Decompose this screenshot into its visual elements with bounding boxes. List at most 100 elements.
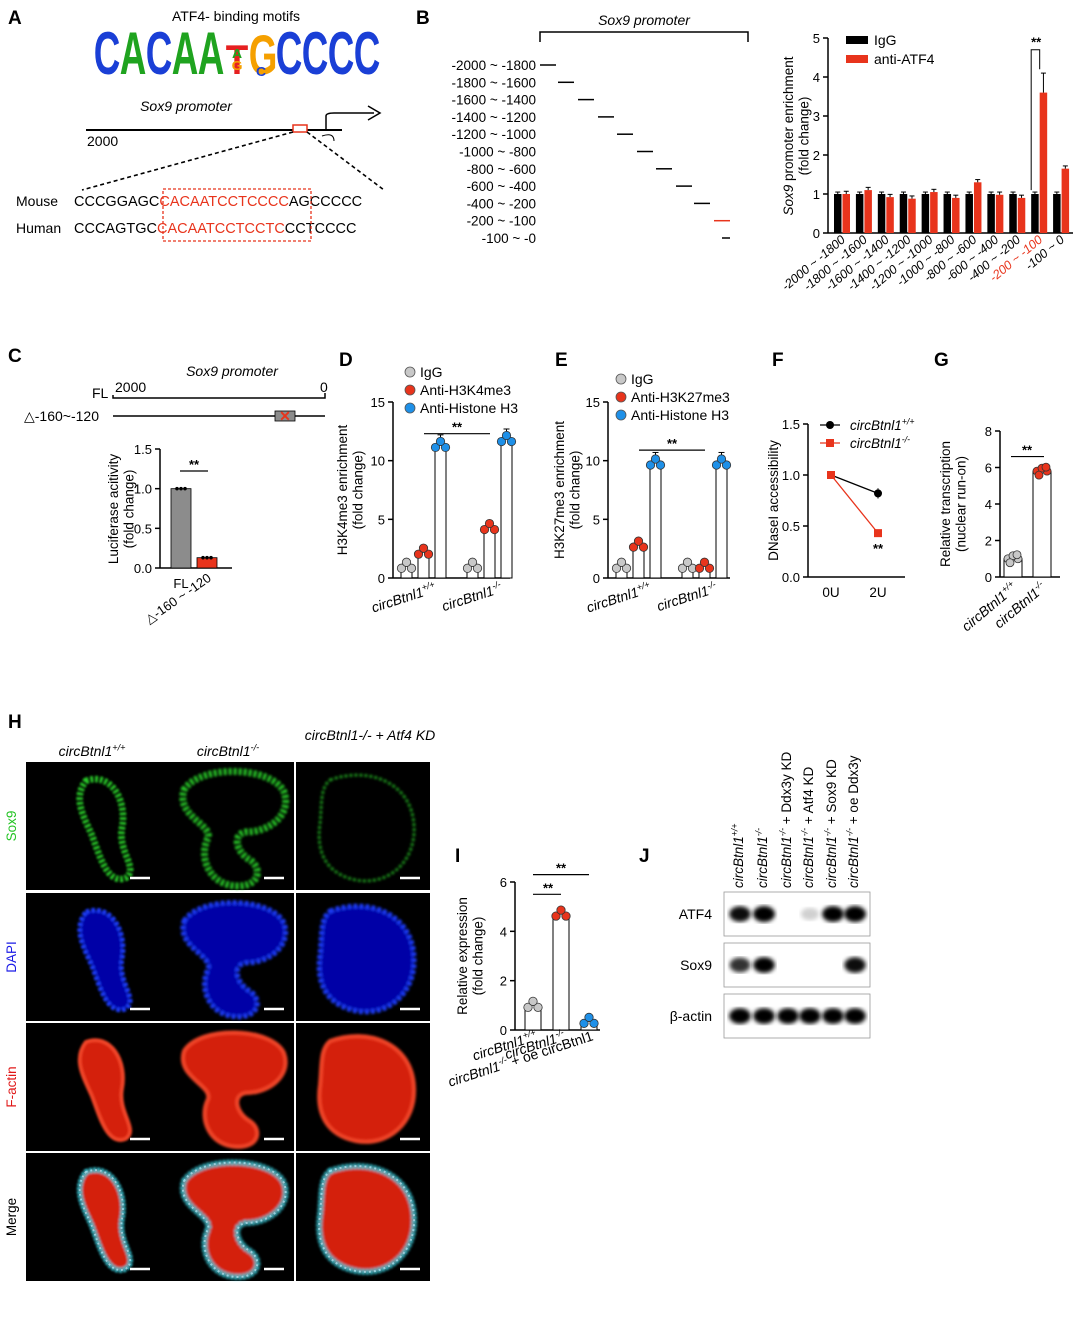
y-tick-label: 3 [813,109,820,124]
blot-label: Sox9 [680,957,712,973]
c-deletion-label: △-160~-120 [24,408,99,424]
significance-marker: ** [189,457,200,472]
genotype-superscript: -/- [902,435,910,445]
legend-label: Anti-H3K4me3 [420,382,511,398]
data-point [711,460,722,470]
data-point [472,563,483,573]
fragment-label: -200 ~ -100 [467,214,536,229]
mouse-seq-motif: CACAATCCTCCCC [159,194,288,210]
legend-marker [826,421,834,429]
genotype-superscript: -/- [778,828,788,836]
genotype-superscript: -/- [554,1027,565,1039]
motif-logo: C A C A A T GC C C CAG C [94,20,381,88]
motif-title: ATF4- binding motifs [172,8,300,24]
motif-letter: A [120,20,147,88]
y-axis-label-line: (fold change) [351,451,366,530]
y-tick-label: 1 [813,187,820,202]
panel-label-d: D [339,350,353,371]
motif-letter: G [249,25,278,86]
significance-marker: ** [543,880,554,895]
panel-a: ATF4- binding motifs C A C A A T GC C C CAG C Sox9… [16,8,385,242]
panel-label-f: F [772,350,784,371]
lane-label: circBtnl1+/+ [730,824,746,888]
y-axis-label-line: (nuclear run-on) [954,456,969,552]
data-point [406,563,417,573]
genotype-base: circBtnl1 [584,584,640,616]
fragment-list: -2000 ~ -1800 -1800 ~ -1600 -1600 ~ -1400 -… [452,58,730,246]
human-seq-prefix: CCCAGTGC [74,221,157,237]
motif-letter: G [232,59,243,73]
organoid-overlay [78,1169,132,1271]
y-axis-label: H3K4me3 enrichment(fold change) [335,424,366,555]
y-tick-label: 6 [985,461,992,476]
data-point [528,996,538,1006]
bar [1032,470,1052,578]
fragment-label: -800 ~ -600 [467,162,536,177]
b-promoter-bracket [539,31,749,42]
organoid-shape [316,1163,418,1275]
bar-anti-atf4 [995,194,1004,233]
fragment-label: -400 ~ -200 [467,196,536,211]
series-line [830,474,879,494]
bar-anti-histone-h3 [649,462,662,579]
legend-dot [615,391,627,403]
bar-igg [1053,194,1061,233]
blot-band [753,906,775,922]
genotype-suffix: + Ddx3y KD [779,752,794,828]
significance-marker: ** [1031,35,1042,50]
organoid-shape [179,1159,289,1281]
y-tick-label: 10 [586,454,600,469]
data-point [874,529,882,538]
y-axis-label-line: (fold change) [471,917,486,996]
motif-site-box [292,124,308,133]
y-axis-label-line: Luciferase acitivity [106,454,121,565]
y-axis-label-line: Sox9 promoter enrichment [781,56,796,215]
fragment-label: -100 ~ -0 [482,231,536,246]
organoid-overlay [181,1161,287,1279]
x-tick-label: 0U [822,585,839,600]
a-promoter-label: Sox9 promoter [140,98,233,114]
genotype-base: circBtnl1 [731,836,746,888]
c-fl-label: FL [92,385,109,401]
c-end-label: 0 [320,379,328,395]
organoid-shape [77,1038,133,1142]
y-axis-label: Relative expression(fold change) [455,897,486,1015]
mouse-seq-prefix: CCCGGAGC [74,194,159,210]
y-tick-label: 1.0 [134,482,152,497]
legend-label: IgG [631,371,654,387]
fragment-label: -1400 ~ -1200 [452,110,536,125]
y-tick-label: 5 [813,31,820,46]
data-point [579,1018,589,1028]
zoom-line-right [306,131,385,191]
y-tick-label: 1.0 [782,468,800,483]
row-label: F-actin [4,1066,19,1107]
data-point [694,563,705,573]
y-axis-label-line: (fold change) [122,470,137,549]
genotype-superscript: +/+ [112,742,125,752]
y-tick-label: 0 [813,226,820,241]
y-tick-label: 1.5 [134,442,152,457]
data-point [589,1018,599,1028]
data-point [201,555,205,560]
genotype-base: circBtnl1 [824,836,839,888]
blot-band [729,1008,751,1024]
blot-band [729,906,751,922]
data-point [484,518,495,529]
bar-igg [834,194,842,233]
y-axis-label: Relative transcription(nuclear run-on) [938,441,969,567]
genotype-superscript: +/+ [635,579,651,593]
c-fl-bracket [112,393,326,399]
data-point [523,1002,533,1012]
organoid-shape [179,768,290,890]
genotype-superscript: +/+ [902,417,915,427]
panel-label-h: H [8,712,22,733]
blot-band [844,906,866,922]
data-point [645,460,656,470]
lane-label: circBtnl1-/- + oe Ddx3y [845,755,861,888]
human-seq-suffix: CCTCCCC [285,221,357,237]
y-axis-label-line: H3K4me3 enrichment [335,424,350,555]
data-point [418,543,429,553]
